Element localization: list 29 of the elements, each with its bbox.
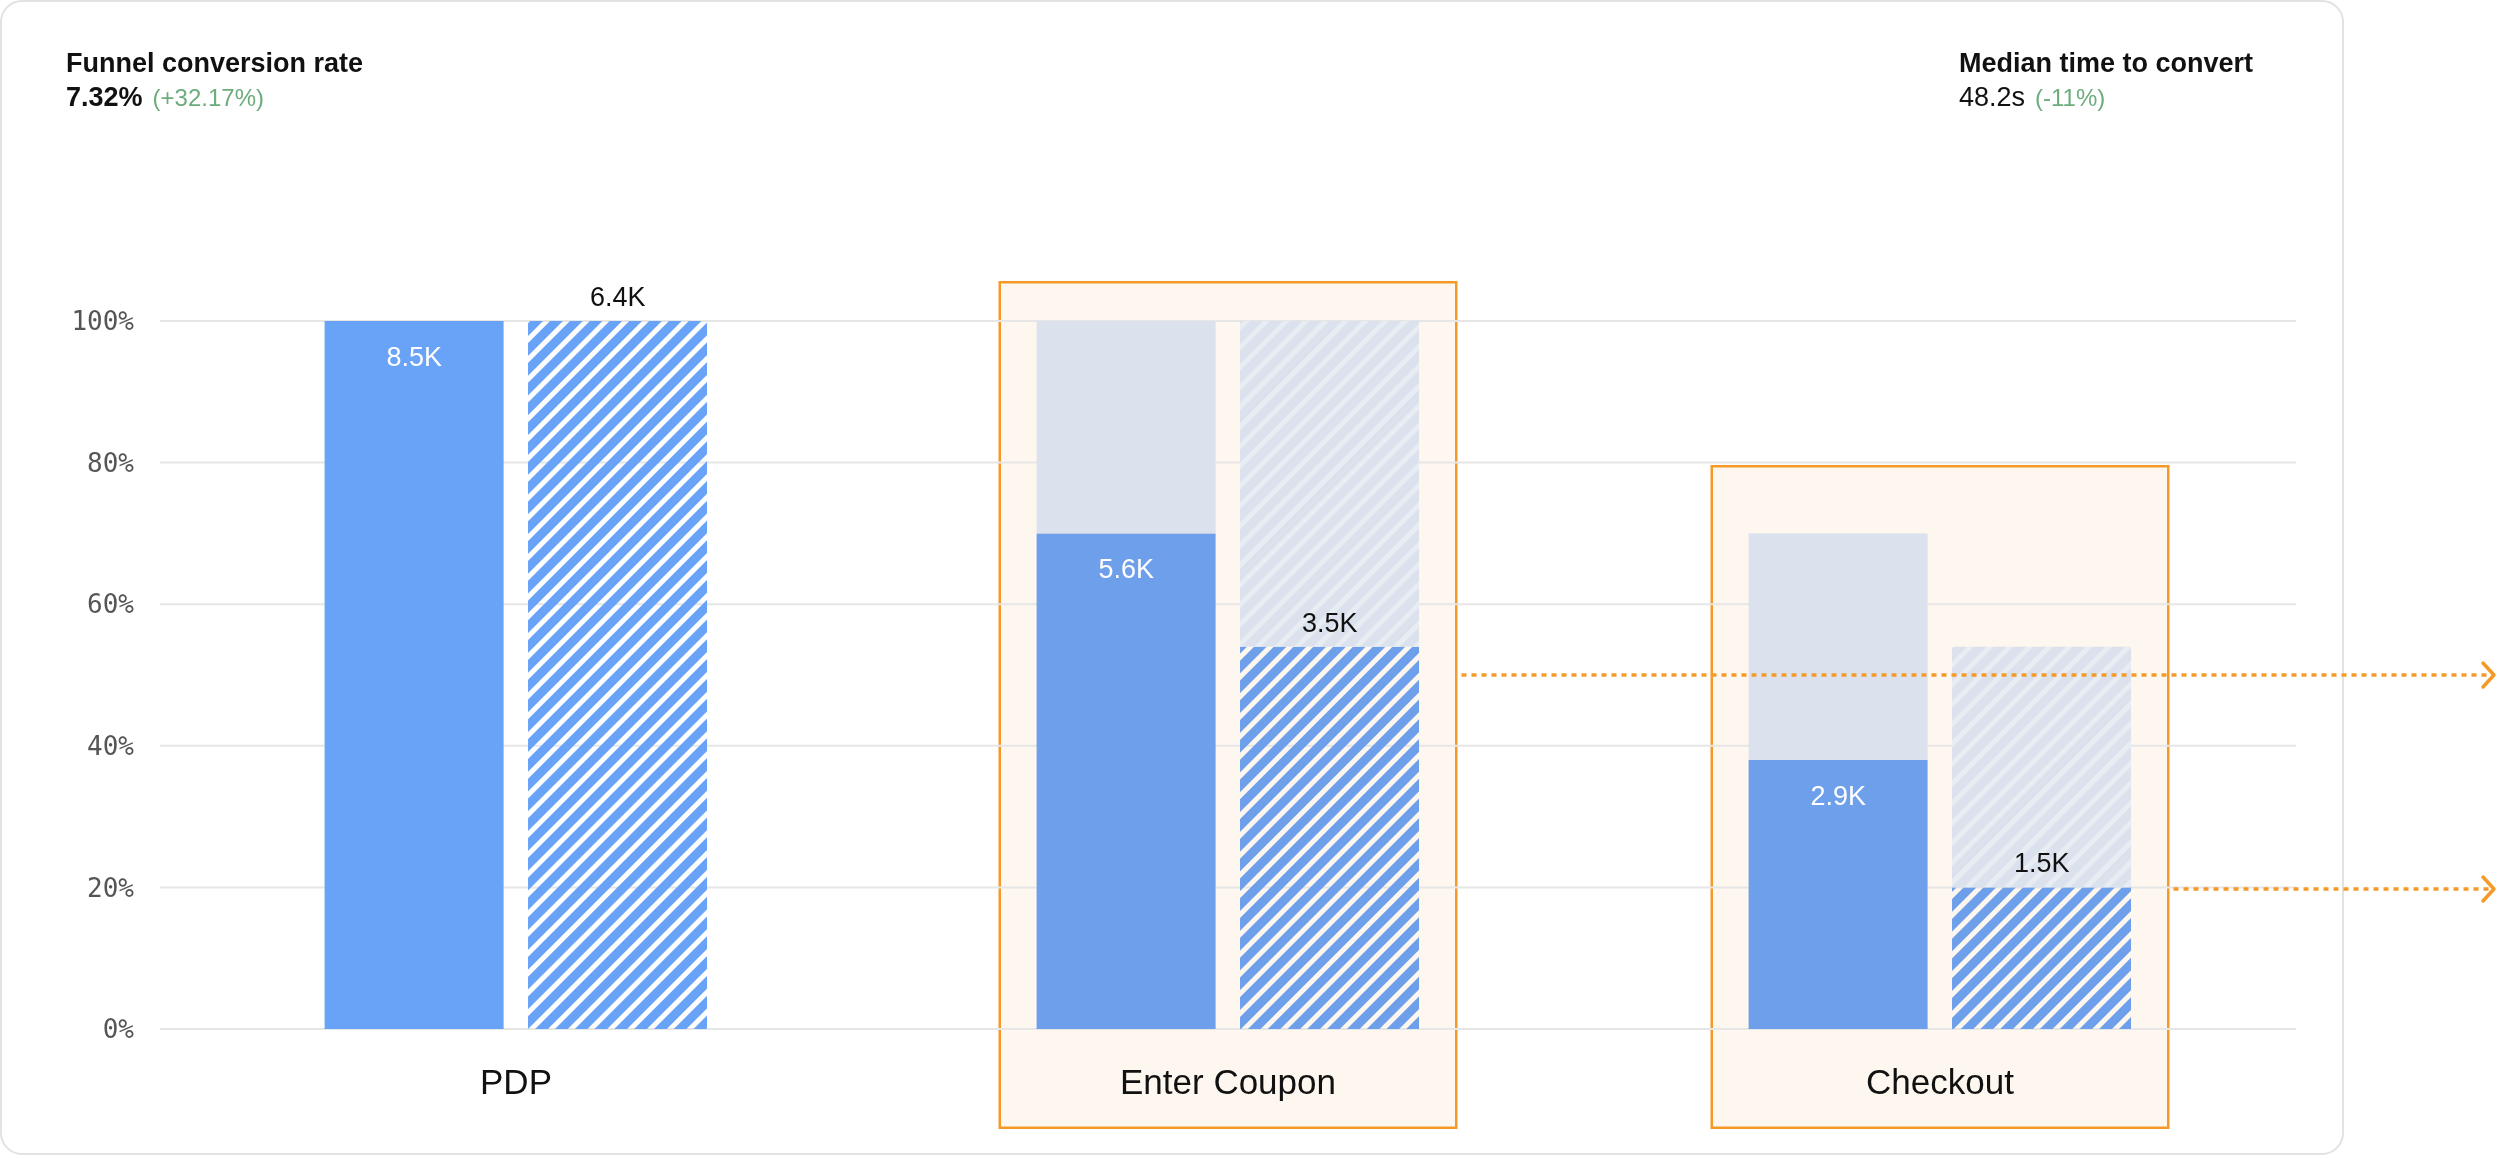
text: 7.32% — [66, 82, 143, 112]
bar — [1036, 533, 1216, 1029]
bar — [1748, 759, 1928, 1029]
text: Median time to convert — [1959, 48, 2254, 78]
x-tick-label: Checkout — [1866, 1061, 2015, 1101]
annotation: 5.6K — [1098, 554, 1155, 585]
text: 48.2s — [1959, 82, 2026, 112]
y-tick-label: 60% — [87, 589, 135, 620]
bar — [1240, 321, 1420, 647]
x-tick-label: PDP — [480, 1061, 552, 1101]
y-tick-label: 100% — [71, 306, 135, 337]
x-tick-label: Enter Coupon — [1120, 1061, 1336, 1101]
bar — [1952, 887, 2132, 1029]
text: 6.4K — [589, 282, 646, 312]
annotation: 3.5K — [1301, 607, 1358, 638]
annotation: 8.5K — [386, 342, 443, 372]
bar — [324, 321, 504, 1029]
y-tick-label: 20% — [87, 872, 135, 903]
y-tick-label: 80% — [87, 447, 135, 478]
y-tick-label: 0% — [102, 1014, 135, 1045]
bar — [1952, 646, 2132, 888]
text: (+32.17%) — [152, 84, 264, 111]
text: (-11%) — [2035, 84, 2106, 111]
bar — [528, 321, 708, 1029]
chart-title: Funnel conversion rate — [66, 48, 364, 78]
bar — [1240, 646, 1420, 1029]
annotation: 2.9K — [1810, 780, 1867, 811]
y-tick-label: 40% — [87, 731, 135, 762]
annotation: 1.5K — [2013, 848, 2070, 879]
